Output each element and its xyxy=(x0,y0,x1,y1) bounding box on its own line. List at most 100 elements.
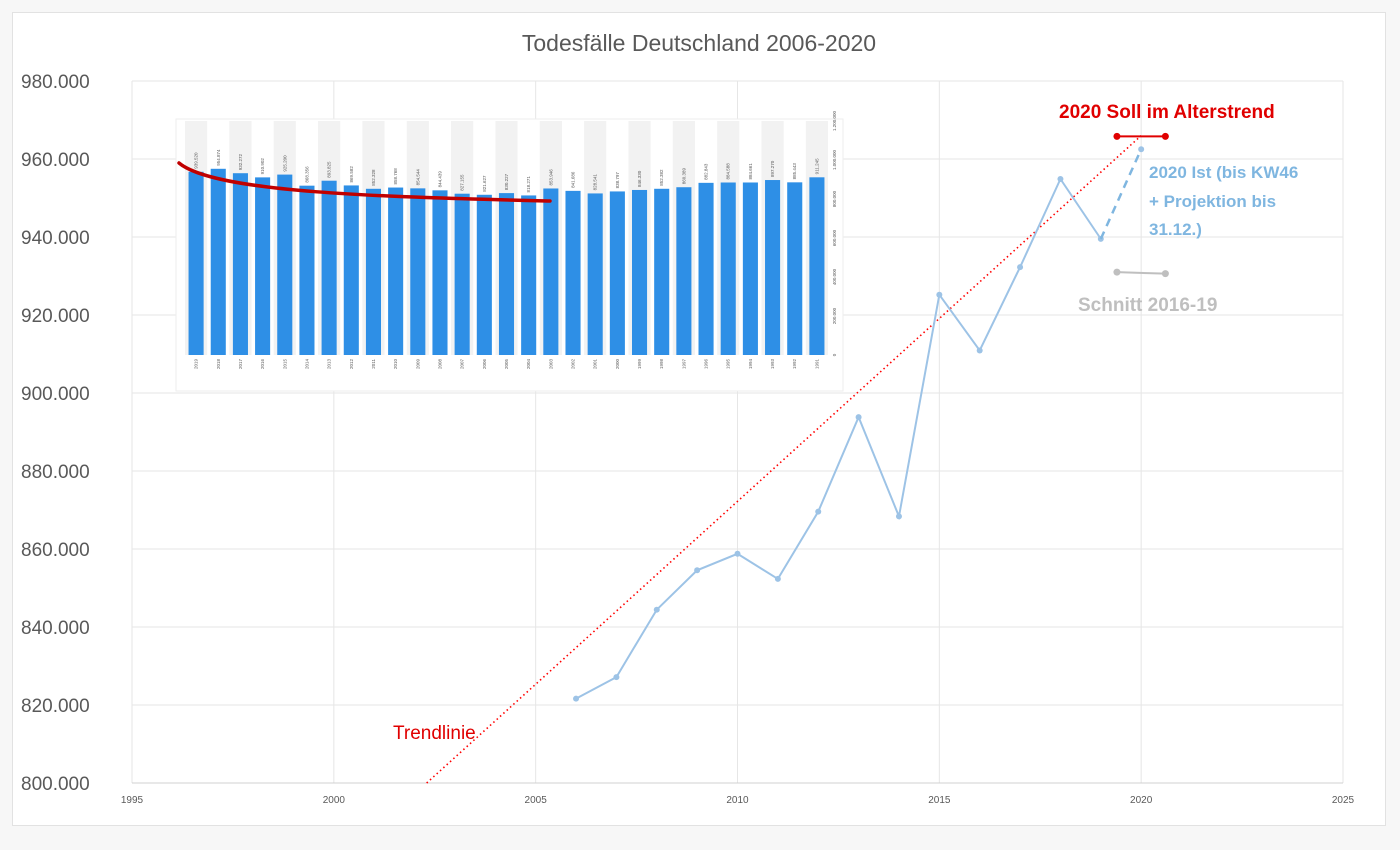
deaths-line xyxy=(575,176,1102,700)
ist-annotation-line-2: + Projektion bis xyxy=(1149,192,1276,211)
inset-category-label: 2001 xyxy=(593,359,598,370)
inset-bar xyxy=(587,193,603,355)
inset-bar xyxy=(321,180,337,355)
inset-value-label: 925.200 xyxy=(282,155,287,172)
inset-category-label: 2004 xyxy=(526,359,531,370)
inset-y-tick-label: 200.000 xyxy=(832,307,837,324)
inset-category-label: 2014 xyxy=(304,359,309,370)
inset-category-label: 2011 xyxy=(371,359,376,369)
inset-bar xyxy=(210,168,226,355)
inset-category-label: 2015 xyxy=(282,359,287,370)
inset-value-label: 854.544 xyxy=(415,169,420,186)
avg-point xyxy=(1161,270,1169,278)
inset-bar xyxy=(365,188,382,355)
y-tick-label: 820.000 xyxy=(21,696,90,717)
inset-value-label: 911.245 xyxy=(814,158,819,174)
inset-value-label: 830.227 xyxy=(504,173,509,190)
inset-bar xyxy=(410,188,426,355)
inset-value-label: 884.661 xyxy=(748,163,753,180)
chart-area: 800.000 820.000 840.000 860.000 880.000 900.0… xyxy=(12,12,1386,826)
inset-trend-curve xyxy=(177,161,552,203)
inset-category-label: 2010 xyxy=(393,359,398,370)
inset-value-label: 932.272 xyxy=(238,153,243,170)
deaths-point xyxy=(815,508,822,515)
inset-y-tick-label: 800.000 xyxy=(832,190,837,207)
y-tick-label: 860.000 xyxy=(21,540,90,561)
inset-bar xyxy=(787,182,803,355)
avg-point xyxy=(1113,268,1121,276)
inset-category-label: 1993 xyxy=(770,359,775,370)
deaths-point xyxy=(774,575,781,582)
x-tick-label: 2010 xyxy=(726,795,749,806)
inset-category-label: 1994 xyxy=(748,359,753,370)
chart-title: Todesfälle Deutschland 2006-2020 xyxy=(522,30,876,56)
inset-value-label: 897.270 xyxy=(770,160,775,177)
inset-value-label: 821.627 xyxy=(482,175,487,192)
inset-bar xyxy=(654,188,670,355)
series xyxy=(426,132,1169,784)
deaths-point xyxy=(976,347,983,354)
inset-value-label: 860.389 xyxy=(681,167,686,184)
inset-category-label: 1996 xyxy=(704,359,709,370)
projection-point xyxy=(1138,146,1145,153)
deaths-point xyxy=(1017,264,1024,271)
inset-category-label: 2012 xyxy=(349,359,354,370)
inset-bar xyxy=(432,190,448,355)
inset-value-label: 853.946 xyxy=(548,169,553,186)
inset-bar xyxy=(299,185,315,355)
ist-annotation-line-3: 31.12.) xyxy=(1149,220,1202,239)
avg-annotation: Schnitt 2016-19 xyxy=(1078,295,1217,316)
inset-value-label: 846.330 xyxy=(637,170,642,187)
inset-value-label: 852.328 xyxy=(371,169,376,186)
deaths-point xyxy=(694,567,701,574)
x-tick-label: 1995 xyxy=(121,795,144,806)
inset-category-label: 1998 xyxy=(659,359,664,370)
inset-value-label: 869.582 xyxy=(349,166,354,183)
inset-bar xyxy=(565,190,581,355)
inset-value-label: 844.439 xyxy=(437,171,442,188)
inset-category-label: 2013 xyxy=(327,359,332,370)
inset-value-label: 939.520 xyxy=(194,152,199,169)
x-tick-label: 2015 xyxy=(928,795,951,806)
inset-category-label: 1999 xyxy=(637,359,642,370)
inset-bar xyxy=(676,187,692,355)
inset-category-label: 2017 xyxy=(238,359,243,370)
inset-value-label: 884.588 xyxy=(726,163,731,180)
deaths-point xyxy=(936,291,943,298)
inset-category-label: 1995 xyxy=(726,359,731,370)
inset-bar xyxy=(454,193,470,355)
deaths-point xyxy=(573,695,580,702)
y-tick-label: 940.000 xyxy=(21,228,90,249)
inset-bar xyxy=(388,187,404,355)
inset-value-label: 893.825 xyxy=(327,161,332,178)
inset-bar xyxy=(343,185,359,355)
projection-line xyxy=(1099,148,1143,240)
deaths-point xyxy=(855,414,862,421)
inset-value-label: 882.843 xyxy=(704,163,709,180)
inset-category-label: 2000 xyxy=(615,359,620,370)
x-tick-label: 2005 xyxy=(525,795,548,806)
inset-category-label: 2019 xyxy=(194,359,199,370)
inset-value-label: 852.382 xyxy=(659,169,664,186)
inset-bar xyxy=(476,194,492,355)
inset-bar xyxy=(765,180,781,355)
y-tick-label: 960.000 xyxy=(21,150,90,171)
inset-category-label: 2003 xyxy=(548,359,553,370)
inset-bar xyxy=(609,191,625,355)
inset-bar xyxy=(543,188,559,355)
trend-annotation: Trendlinie xyxy=(393,723,476,744)
inset-bar xyxy=(720,182,736,355)
inset-bar xyxy=(809,177,825,355)
inset-value-label: 827.155 xyxy=(460,174,465,191)
inset-bar xyxy=(698,182,714,355)
deaths-point xyxy=(1057,175,1064,182)
inset-y-tick-label: 400.000 xyxy=(832,268,837,285)
inset-category-label: 2018 xyxy=(216,359,221,370)
y-axis: 800.000 820.000 840.000 860.000 880.000 900.0… xyxy=(21,72,90,795)
inset-category-label: 2016 xyxy=(260,359,265,370)
trendline xyxy=(426,135,1142,784)
soll-point xyxy=(1161,132,1169,140)
inset-bar xyxy=(188,171,204,355)
inset-category-label: 2007 xyxy=(460,359,465,370)
inset-value-label: 838.797 xyxy=(615,172,620,189)
